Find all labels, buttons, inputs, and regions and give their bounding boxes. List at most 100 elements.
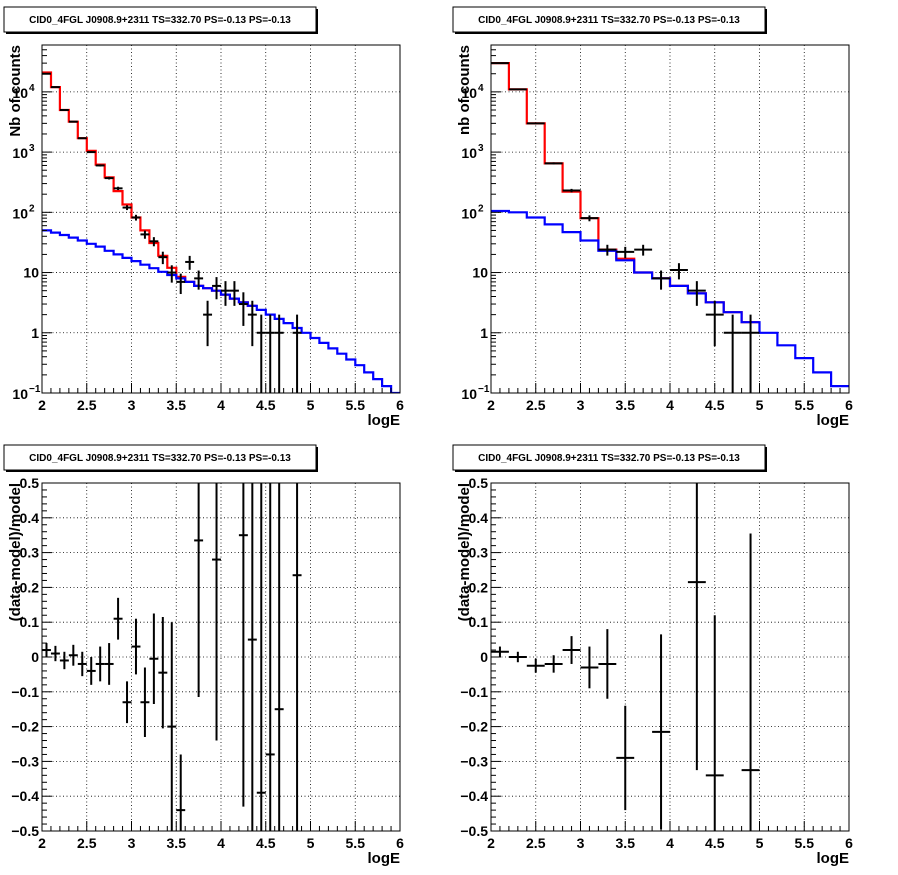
data-point: [687, 483, 706, 771]
y-tick-label: 10: [23, 265, 39, 281]
data-point: [86, 151, 96, 154]
y-tick-label: 1: [480, 325, 488, 341]
x-tick-label: 2: [487, 835, 495, 851]
x-tick-label: 4: [666, 835, 674, 851]
data-point: [158, 616, 168, 729]
y-tick-exponent: 2: [478, 203, 484, 214]
data-point: [238, 292, 248, 326]
data-point: [149, 237, 159, 247]
y-tick-label: −0.3: [460, 753, 488, 769]
data-point: [598, 244, 617, 256]
x-tick-label: 2: [487, 397, 495, 413]
chart-title-box: CID0_4FGL J0908.9+2311 TS=332.70 PS=-0.1…: [3, 6, 318, 34]
y-tick-label: 0.1: [469, 614, 489, 630]
chart-title: CID0_4FGL J0908.9+2311 TS=332.70 PS=-0.1…: [478, 15, 740, 26]
y-tick-label: −0.4: [11, 788, 39, 804]
data-point: [652, 270, 670, 290]
x-tick-label: 2.5: [77, 397, 97, 413]
y-tick-label: 10: [461, 85, 477, 101]
chart-title-box: CID0_4FGL J0908.9+2311 TS=332.70 PS=-0.1…: [452, 444, 767, 472]
data-point: [634, 244, 653, 256]
y-tick-label: 0.1: [20, 614, 40, 630]
plot-frame: [41, 44, 401, 394]
y-tick-label: 10: [461, 205, 477, 221]
x-tick-label: 3.5: [167, 397, 187, 413]
x-tick-label: 2.5: [526, 397, 546, 413]
data-point: [59, 651, 69, 670]
x-tick-label: 4.5: [256, 397, 276, 413]
x-tick-label: 5.5: [795, 835, 815, 851]
y-tick-label: 10: [12, 145, 28, 161]
y-tick-label: −0.1: [11, 684, 39, 700]
chart-svg-3: CID0_4FGL J0908.9+2311 TS=332.70 PS=-0.1…: [452, 444, 853, 867]
y-axis-label: (data-model)/model: [7, 483, 24, 621]
grid-lines: [42, 483, 400, 831]
y-tick-label: 10: [472, 265, 488, 281]
y-tick-label: 10: [12, 205, 28, 221]
data-point: [705, 615, 724, 831]
data-point: [86, 657, 96, 685]
y-tick-label: −0.4: [460, 788, 488, 804]
panel-top-left: CID0_4FGL J0908.9+2311 TS=332.70 PS=-0.1…: [0, 0, 448, 437]
x-tick-label: 4: [217, 397, 225, 413]
y-tick-label: 0: [480, 649, 488, 665]
data-point: [140, 230, 150, 239]
y-tick-exponent: 4: [29, 83, 35, 94]
y-tick-exponent: 2: [29, 203, 35, 214]
data-point: [256, 314, 266, 393]
data-point: [292, 483, 302, 831]
data-point: [113, 186, 123, 191]
y-tick-label: −0.3: [11, 753, 39, 769]
x-tick-label: 5: [756, 397, 764, 413]
x-tick-label: 3.5: [167, 835, 187, 851]
x-tick-label: 5.5: [346, 397, 366, 413]
x-tick-label: 2: [38, 835, 46, 851]
x-axis-label: logE: [817, 412, 850, 429]
y-tick-label: 10: [12, 85, 28, 101]
x-tick-label: 5: [756, 835, 764, 851]
data-point: [274, 483, 284, 831]
data-point: [194, 483, 204, 698]
y-tick-exponent: 4: [478, 83, 484, 94]
x-tick-label: 5: [307, 835, 315, 851]
y-axis-label: Nb of counts: [7, 45, 24, 137]
y-tick-exponent: −1: [478, 384, 490, 395]
chart-title-box: CID0_4FGL J0908.9+2311 TS=332.70 PS=-0.1…: [452, 6, 767, 34]
total-model-histogram: [42, 71, 257, 307]
data-point: [113, 597, 123, 640]
x-tick-label: 2: [38, 397, 46, 413]
y-axis-label: (data-model)/model: [456, 483, 473, 621]
component-model-histogram: [42, 229, 400, 393]
data-point: [544, 655, 563, 673]
data-points: [42, 483, 302, 831]
data-point: [104, 643, 114, 685]
x-tick-label: 2.5: [526, 835, 546, 851]
data-point: [167, 622, 177, 831]
x-tick-label: 4: [666, 397, 674, 413]
y-tick-label: 1: [31, 325, 39, 341]
data-point: [562, 636, 581, 664]
data-points: [42, 72, 302, 393]
y-axis: −0.5 −0.4 −0.3 −0.2 −0.1 0 0.1 0.2 0.3 0.4 0.5: [460, 475, 501, 839]
data-point: [212, 483, 221, 741]
data-point: [687, 281, 706, 306]
data-points: [491, 483, 760, 831]
data-point: [194, 270, 204, 290]
x-axis-label: logE: [368, 850, 401, 867]
y-tick-label: −0.2: [460, 719, 488, 735]
y-tick-exponent: 3: [29, 143, 35, 154]
y-tick-label: 0: [31, 649, 39, 665]
x-tick-label: 4.5: [705, 397, 725, 413]
y-tick-label: 0.2: [20, 579, 40, 595]
data-point: [598, 629, 617, 699]
y-tick-label: −0.5: [460, 823, 488, 839]
x-tick-label: 2.5: [77, 835, 97, 851]
data-point: [670, 263, 688, 280]
grid-lines: [491, 483, 849, 831]
y-tick-label: −0.1: [460, 684, 488, 700]
data-point: [247, 300, 257, 347]
x-tick-label: 6: [845, 835, 853, 851]
chart-svg-1: CID0_4FGL J0908.9+2311 TS=332.70 PS=-0.1…: [452, 6, 853, 429]
data-point: [212, 277, 221, 300]
